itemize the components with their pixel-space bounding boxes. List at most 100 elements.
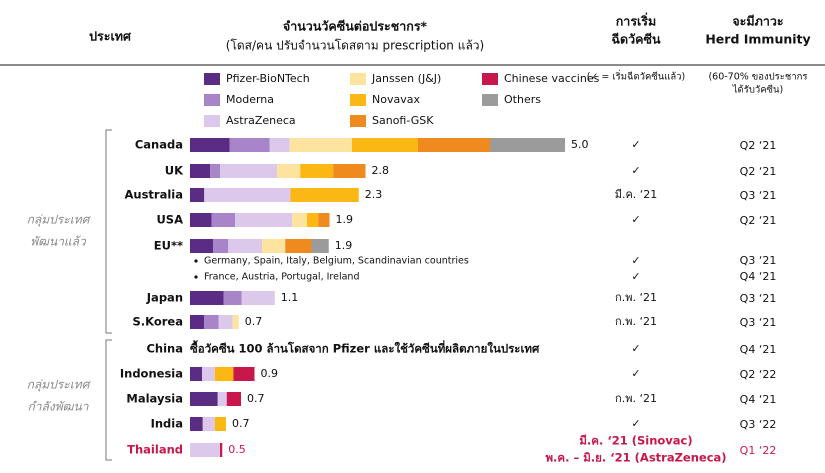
category-label: India [151,417,183,431]
bar-segment [292,213,307,227]
bullet [194,275,198,279]
total-label: 1.9 [335,239,353,252]
legend-label: Pfizer-BioNTech [226,72,310,85]
group-bracket [105,339,112,461]
bar-segment [204,188,291,202]
bar-segment [190,138,230,152]
group-label: กลุ่มประเทศ [27,213,92,228]
bar-segment [190,188,205,202]
legend-label: AstraZeneca [226,114,296,127]
start-date: ✓ [631,254,640,267]
header-start: ฉีดวัคซีน [611,32,661,47]
bar-segment [204,315,219,329]
start-date: ✓ [631,270,640,283]
herd-quarter: Q2 ‘22 [740,368,777,381]
legend-swatch [482,73,498,85]
start-date: พ.ค. – มิ.ย. ‘21 (AstraZeneca) [545,451,726,465]
bar-segment [190,392,218,406]
bar-segment [290,188,359,202]
bar-segment [285,239,312,253]
bar-segment [226,392,241,406]
herd-note: ได้รับวัคซีน) [732,84,783,96]
herd-quarter: Q3 ‘21 [740,254,777,267]
bar-segment [333,164,366,178]
legend-label: Chinese vaccines [504,72,600,85]
total-label: 1.1 [281,291,299,304]
legend-swatch [350,94,366,106]
legend-label: Sanofi-GSK [372,114,434,127]
start-date: ก.พ. ‘21 [615,392,657,405]
bar-segment [214,367,234,381]
herd-quarter: Q3 ‘21 [740,189,777,202]
bar-segment [190,443,220,457]
bar-segment [269,138,290,152]
header-herd: Herd Immunity [705,32,810,47]
total-label: 1.9 [336,213,354,226]
bar-segment [289,138,352,152]
bar-segment [220,443,223,457]
herd-quarter: Q1 ‘22 [740,444,777,457]
header-country: ประเทศ [89,29,132,44]
bar-segment [218,315,233,329]
total-label: 2.3 [365,188,383,201]
total-label: 0.7 [247,392,265,405]
group-label: พัฒนาแล้ว [30,235,87,249]
category-label: Australia [124,188,183,202]
bar-segment [307,213,319,227]
bar-segment [190,213,212,227]
category-label: Indonesia [120,367,183,381]
group-label: กำลังพัฒนา [28,400,90,414]
bar-segment [418,138,490,152]
legend-swatch [482,94,498,106]
bar-segment [210,164,220,178]
legend-label: Moderna [226,93,274,106]
bar-segment [214,417,226,431]
bar-segment [277,164,301,178]
group-bracket [105,129,112,334]
bullet [194,259,198,263]
bar-segment [190,315,205,329]
category-label: Malaysia [126,392,183,406]
header-vaccine: จำนวนวัคซีนต่อประชากร* [283,19,428,34]
bar-segment [228,239,262,253]
bar-segment [352,138,418,152]
category-label: UK [165,164,184,178]
header-vaccine-sub: (โดส/คน ปรับจำนวนโดสตาม prescription แล้… [226,39,484,53]
bar-segment [190,291,224,305]
start-date: ✓ [631,164,640,177]
herd-quarter: Q4 ‘21 [740,343,777,356]
start-date: มี.ค. ‘21 (Sinovac) [579,434,692,448]
legend-swatch [204,115,220,127]
bar-segment [190,164,211,178]
category-label: USA [156,213,183,227]
start-date: ✓ [631,138,640,151]
eu-group: France, Austria, Portugal, Ireland [204,272,359,283]
bar-segment [311,239,329,253]
legend-swatch [350,115,366,127]
bar-segment [202,417,215,431]
herd-quarter: Q2 ‘21 [740,139,777,152]
total-label: 0.7 [245,315,263,328]
herd-quarter: Q3 ‘21 [740,292,777,305]
bar-segment [202,367,215,381]
bar-segment [318,213,330,227]
category-label: Canada [135,138,183,152]
start-date: ก.พ. ‘21 [615,315,657,328]
category-label: Thailand [127,443,183,457]
header-herd: จะมีภาวะ [732,14,783,29]
bar-segment [490,138,565,152]
herd-quarter: Q2 ‘21 [740,165,777,178]
legend-label: Others [504,93,541,106]
bar-segment [190,417,203,431]
legend-swatch [204,73,220,85]
total-label: 0.9 [261,367,279,380]
bar-segment [190,239,214,253]
bar-segment [190,367,202,381]
row-note: ซื้อวัคซีน 100 ล้านโดสจาก Pfizer และใช้ว… [190,340,540,356]
legend-label: Novavax [372,93,420,106]
bar-segment [217,392,227,406]
total-label: 0.7 [232,417,250,430]
bar-segment [213,239,229,253]
bar-segment [232,315,239,329]
